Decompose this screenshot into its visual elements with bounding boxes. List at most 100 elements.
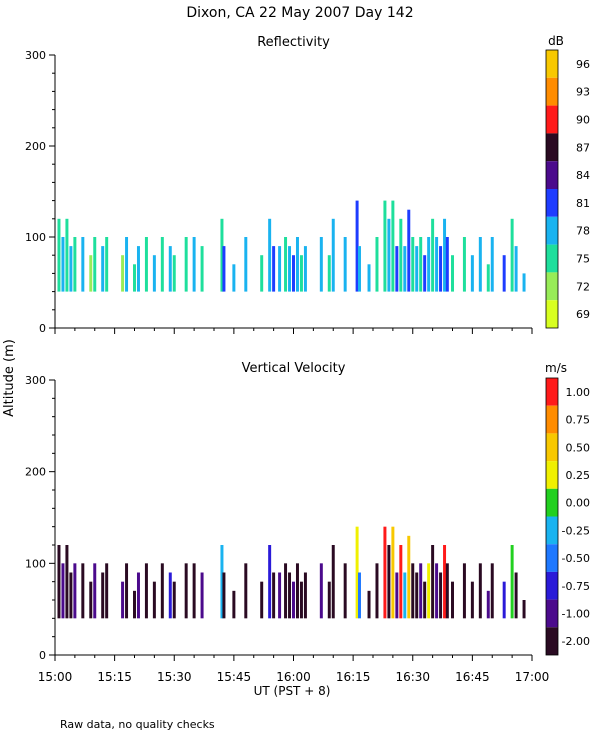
- colorbar-swatch: [546, 488, 558, 517]
- x-tick-label: 15:15: [97, 670, 132, 684]
- data-column: [278, 572, 282, 619]
- data-column: [443, 545, 447, 619]
- data-column: [419, 237, 423, 292]
- data-column: [395, 572, 399, 619]
- data-column: [272, 246, 276, 292]
- data-column: [327, 581, 331, 619]
- data-column: [327, 255, 331, 292]
- data-column: [427, 237, 431, 292]
- x-tick-label: 15:30: [157, 670, 192, 684]
- data-column: [101, 246, 105, 292]
- data-column: [299, 255, 303, 292]
- data-column: [451, 255, 454, 292]
- data-column: [470, 255, 474, 292]
- data-column: [391, 200, 395, 292]
- data-column: [292, 255, 295, 292]
- colorbar-label: -1.00: [562, 607, 590, 620]
- colorbar-unit: dB: [548, 34, 564, 48]
- x-tick-label: 16:30: [395, 670, 430, 684]
- data-column: [391, 526, 395, 619]
- y-tick-label: 100: [25, 231, 46, 244]
- colorbar-frame: [545, 49, 559, 329]
- data-column: [144, 237, 148, 292]
- colorbar-label: 0.50: [566, 441, 591, 454]
- data-column: [411, 563, 415, 619]
- colorbar-label: -0.50: [562, 552, 590, 565]
- data-column: [168, 572, 172, 619]
- data-column: [268, 545, 272, 619]
- colorbar-swatch: [546, 161, 558, 189]
- data-column: [81, 237, 85, 292]
- data-column: [125, 237, 129, 292]
- data-column: [522, 273, 526, 292]
- data-column: [343, 237, 347, 292]
- data-column: [244, 237, 248, 292]
- data-column: [435, 237, 439, 292]
- x-tick-label: 15:00: [38, 670, 73, 684]
- data-column: [514, 572, 518, 619]
- data-column: [435, 563, 439, 619]
- panel-title: Reflectivity: [257, 35, 330, 50]
- data-column: [192, 237, 196, 292]
- colorbar-swatch: [546, 433, 558, 462]
- data-column: [423, 255, 427, 292]
- data-column: [431, 545, 435, 619]
- colorbar-swatch: [546, 461, 558, 489]
- data-column: [133, 590, 136, 619]
- data-column: [136, 572, 140, 619]
- colorbar-swatch: [546, 300, 558, 328]
- data-column: [423, 581, 427, 619]
- panel-title: Vertical Velocity: [242, 361, 346, 376]
- data-column: [445, 237, 449, 292]
- data-column: [152, 255, 156, 292]
- colorbar-label: 69: [576, 308, 590, 321]
- data-column: [502, 581, 506, 619]
- data-column: [184, 563, 188, 619]
- data-column: [284, 237, 288, 292]
- data-column: [395, 246, 399, 292]
- x-tick-label: 17:00: [515, 670, 550, 684]
- data-column: [136, 246, 140, 292]
- data-column: [478, 563, 482, 619]
- y-tick-label: 0: [39, 649, 46, 662]
- data-column: [89, 581, 93, 619]
- colorbar-label: 90: [576, 114, 590, 127]
- x-axis-label: UT (PST + 8): [254, 684, 331, 698]
- data-column: [367, 264, 371, 292]
- data-column: [299, 581, 303, 619]
- data-column: [510, 545, 514, 619]
- x-tick-label: 16:00: [276, 670, 311, 684]
- colorbar-swatch: [546, 405, 558, 434]
- colorbar-swatch: [546, 105, 558, 134]
- data-column: [295, 237, 299, 292]
- data-column: [399, 545, 403, 619]
- data-column: [260, 581, 264, 619]
- colorbar-label: 93: [576, 86, 590, 99]
- data-column: [192, 563, 196, 619]
- data-column: [172, 255, 176, 292]
- colorbar-frame: [545, 377, 559, 656]
- data-column: [383, 526, 387, 619]
- data-column: [407, 209, 411, 292]
- data-column: [57, 218, 61, 292]
- data-column: [415, 246, 419, 292]
- data-column: [331, 218, 335, 292]
- data-column: [490, 237, 494, 292]
- data-column: [343, 563, 347, 619]
- colorbar-label: 0.75: [566, 414, 591, 427]
- x-tick-label: 15:45: [217, 670, 252, 684]
- data-column: [220, 218, 224, 292]
- colorbar-swatch: [546, 272, 558, 301]
- data-column: [357, 572, 361, 619]
- colorbar-label: 0.00: [566, 497, 591, 510]
- data-column: [514, 246, 518, 292]
- data-column: [133, 264, 136, 292]
- data-column: [375, 237, 379, 292]
- data-column: [168, 246, 172, 292]
- colorbar-swatch: [546, 599, 558, 628]
- data-column: [69, 572, 73, 619]
- colorbar-label: -2.00: [562, 635, 590, 648]
- data-column: [105, 237, 109, 292]
- y-tick-label: 0: [39, 322, 46, 335]
